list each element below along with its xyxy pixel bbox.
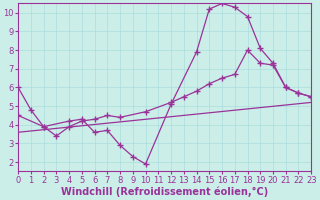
X-axis label: Windchill (Refroidissement éolien,°C): Windchill (Refroidissement éolien,°C) — [61, 186, 268, 197]
